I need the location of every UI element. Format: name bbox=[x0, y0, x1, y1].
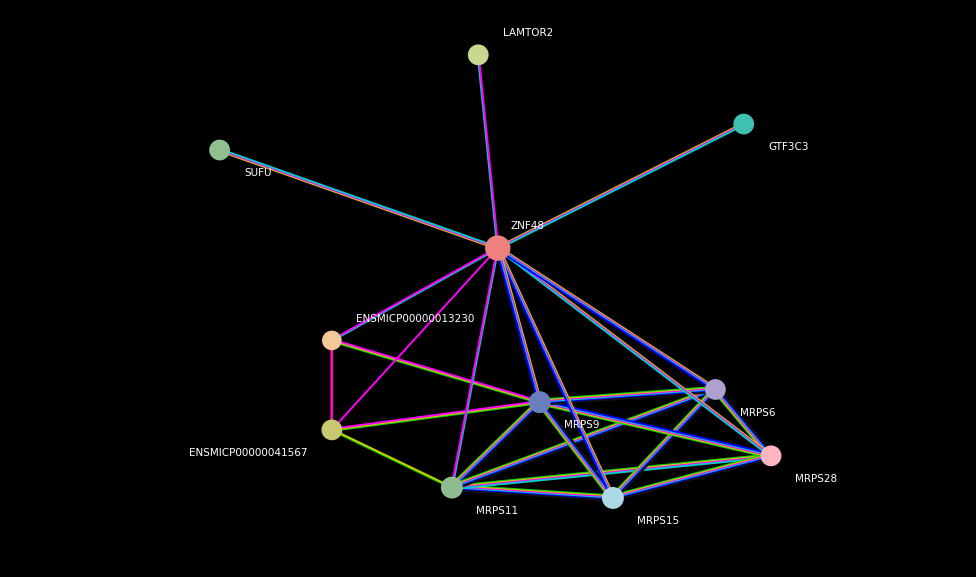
Circle shape bbox=[214, 144, 225, 156]
Text: MRPS6: MRPS6 bbox=[740, 407, 775, 418]
Text: MRPS15: MRPS15 bbox=[637, 516, 679, 526]
Circle shape bbox=[209, 140, 230, 160]
Circle shape bbox=[485, 235, 510, 261]
Circle shape bbox=[733, 114, 754, 134]
Text: MRPS9: MRPS9 bbox=[564, 420, 599, 430]
Circle shape bbox=[760, 445, 782, 466]
Circle shape bbox=[441, 477, 463, 499]
Circle shape bbox=[710, 384, 721, 395]
Circle shape bbox=[529, 391, 550, 413]
Text: ZNF48: ZNF48 bbox=[510, 221, 545, 231]
Circle shape bbox=[322, 331, 342, 350]
Text: MRPS11: MRPS11 bbox=[476, 505, 518, 516]
Text: GTF3C3: GTF3C3 bbox=[768, 142, 808, 152]
Circle shape bbox=[321, 419, 343, 440]
Circle shape bbox=[472, 49, 484, 61]
Text: MRPS28: MRPS28 bbox=[795, 474, 837, 484]
Circle shape bbox=[491, 241, 505, 255]
Circle shape bbox=[534, 396, 546, 408]
Text: SUFU: SUFU bbox=[244, 168, 271, 178]
Text: ENSMICP00000013230: ENSMICP00000013230 bbox=[356, 313, 474, 324]
Circle shape bbox=[326, 424, 338, 436]
Circle shape bbox=[765, 450, 777, 462]
Circle shape bbox=[738, 118, 750, 130]
Circle shape bbox=[326, 335, 338, 346]
Circle shape bbox=[468, 44, 489, 65]
Circle shape bbox=[607, 492, 619, 504]
Text: ENSMICP00000041567: ENSMICP00000041567 bbox=[189, 448, 307, 458]
Circle shape bbox=[446, 482, 458, 493]
Circle shape bbox=[602, 487, 624, 509]
Text: LAMTOR2: LAMTOR2 bbox=[503, 28, 552, 38]
Circle shape bbox=[705, 379, 726, 400]
